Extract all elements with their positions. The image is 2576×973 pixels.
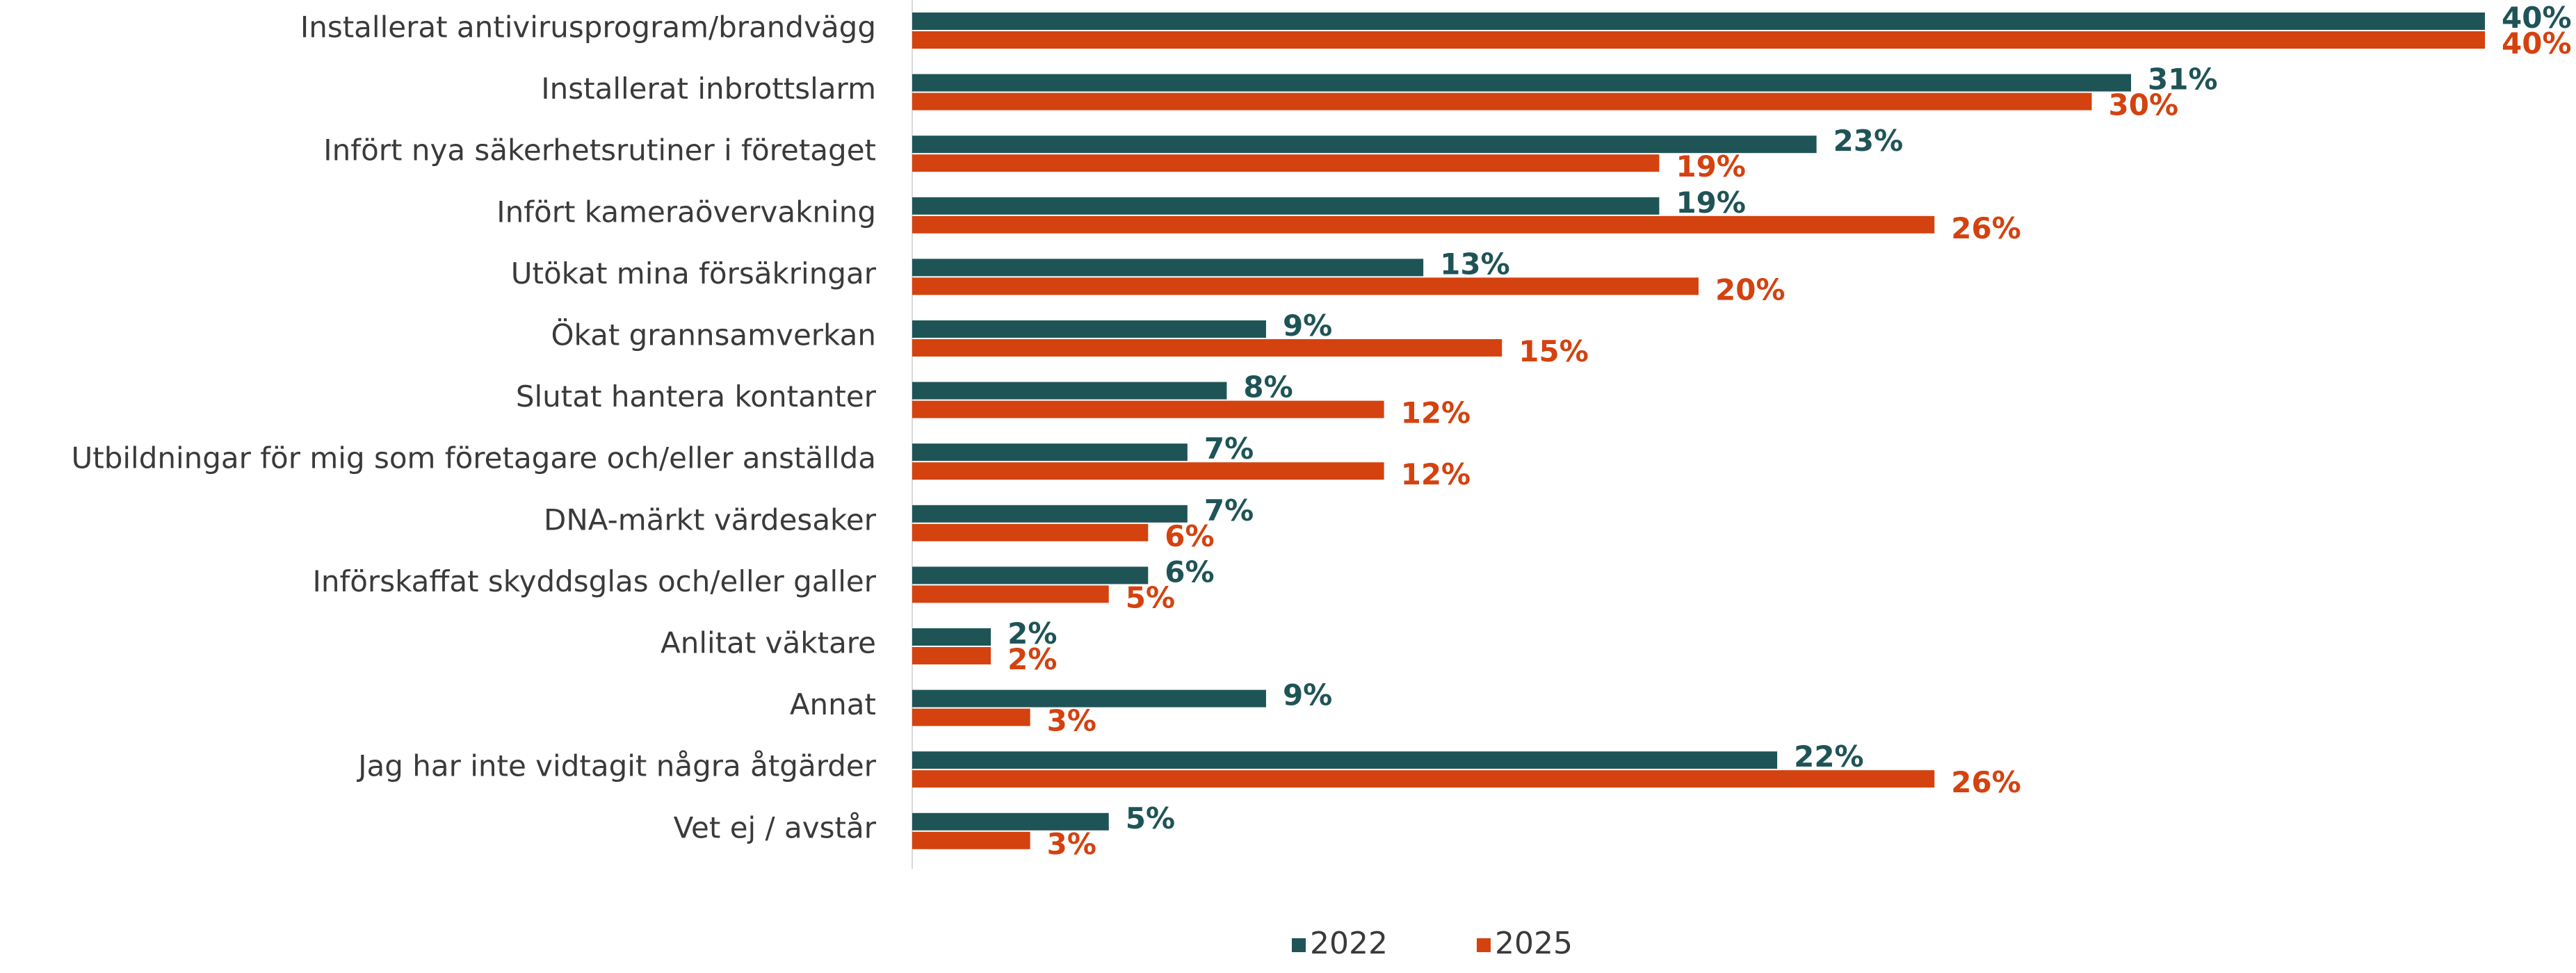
category-label: Installerat antivirusprogram/brandvägg bbox=[300, 10, 876, 44]
bar-2022 bbox=[912, 382, 1227, 400]
bar-2022 bbox=[912, 320, 1266, 338]
value-label-2022: 6% bbox=[1165, 555, 1214, 589]
bar-2022 bbox=[912, 74, 2132, 92]
value-label-2025: 30% bbox=[2109, 88, 2179, 122]
bar-2025 bbox=[912, 770, 1935, 788]
bar-2025 bbox=[912, 831, 1030, 849]
value-label-2025: 20% bbox=[1715, 272, 1785, 306]
value-label-2025: 26% bbox=[1951, 765, 2021, 799]
value-label-2025: 40% bbox=[2502, 26, 2572, 60]
bar-2022 bbox=[912, 628, 991, 646]
value-label-2025: 19% bbox=[1676, 149, 1746, 183]
bar-2025 bbox=[912, 462, 1384, 480]
value-label-2025: 15% bbox=[1518, 334, 1589, 368]
bar-2025 bbox=[912, 31, 2485, 49]
bar-2022 bbox=[912, 443, 1188, 461]
value-label-2025: 6% bbox=[1165, 519, 1214, 553]
legend-label-2022: 2022 bbox=[1310, 926, 1388, 961]
value-label-2025: 12% bbox=[1401, 457, 1471, 491]
value-label-2022: 22% bbox=[1794, 739, 1864, 774]
value-label-2022: 5% bbox=[1126, 801, 1175, 835]
category-label: Ökat grannsamverkan bbox=[551, 318, 876, 352]
value-label-2025: 12% bbox=[1401, 396, 1471, 430]
bar-2025 bbox=[912, 215, 1935, 234]
category-label: DNA-märkt värdesaker bbox=[544, 502, 877, 537]
category-label: Vet ej / avstår bbox=[674, 810, 877, 844]
bar-2022 bbox=[912, 689, 1266, 708]
category-label: Jag har inte vidtagit några åtgärder bbox=[356, 749, 877, 783]
bar-2022 bbox=[912, 812, 1109, 831]
bar-2025 bbox=[912, 647, 991, 664]
bar-2022 bbox=[912, 136, 1817, 154]
bar-2025 bbox=[912, 339, 1502, 357]
bar-2022 bbox=[912, 566, 1149, 584]
value-label-2025: 3% bbox=[1047, 704, 1096, 738]
bar-2025 bbox=[912, 277, 1699, 295]
legend-swatch-2022 bbox=[1292, 938, 1306, 952]
bar-2025 bbox=[912, 523, 1149, 541]
category-label: Annat bbox=[790, 687, 876, 721]
bar-2025 bbox=[912, 585, 1109, 603]
value-label-2022: 2% bbox=[1007, 616, 1057, 651]
legend-label-2025: 2025 bbox=[1495, 926, 1573, 961]
value-label-2025: 2% bbox=[1007, 642, 1057, 676]
value-label-2022: 19% bbox=[1676, 186, 1746, 220]
value-labels: 40%40% 31%30% 23% 19%19% 26% 13% 20% 9% 15% 8% 12%… bbox=[1007, 1, 2571, 861]
bar-2025 bbox=[912, 400, 1384, 418]
value-label-2022: 23% bbox=[1833, 124, 1904, 158]
category-label: Slutat hantera kontanter bbox=[516, 379, 877, 414]
category-labels: Installerat antivirusprogram/brandvägg In… bbox=[71, 10, 876, 845]
value-label-2025: 26% bbox=[1951, 211, 2021, 245]
category-label: Utbildningar för mig som företagare och/… bbox=[71, 441, 876, 475]
value-label-2022: 7% bbox=[1204, 432, 1254, 466]
value-label-2022: 8% bbox=[1243, 370, 1293, 404]
value-label-2022: 9% bbox=[1283, 309, 1332, 343]
bar-2022 bbox=[912, 505, 1188, 523]
bar-2025 bbox=[912, 92, 2092, 111]
bar-2022 bbox=[912, 259, 1424, 277]
legend-swatch-2025 bbox=[1477, 938, 1491, 952]
bar-2022 bbox=[912, 751, 1778, 769]
bar-2022 bbox=[912, 13, 2485, 30]
value-label-2022: 40% bbox=[2502, 1, 2572, 35]
category-label: Infört nya säkerhetsrutiner i företaget bbox=[323, 133, 876, 167]
category-label: Anlitat väktare bbox=[661, 626, 876, 660]
legend: 2022 2025 bbox=[1292, 926, 1573, 961]
category-label: Infört kameraövervakning bbox=[496, 195, 876, 229]
value-label-2022: 31% bbox=[2148, 63, 2218, 97]
value-label-2022: 7% bbox=[1204, 493, 1254, 528]
value-label-2022: 9% bbox=[1283, 678, 1332, 712]
category-label: Införskaffat skyddsglas och/eller galler bbox=[312, 564, 876, 598]
category-label: Installerat inbrottslarm bbox=[541, 72, 876, 106]
value-label-2025: 5% bbox=[1126, 580, 1175, 614]
bar-2025 bbox=[912, 154, 1660, 172]
bars bbox=[912, 13, 2485, 849]
bar-2022 bbox=[912, 197, 1660, 215]
bar-2025 bbox=[912, 708, 1030, 726]
value-label-2022: 13% bbox=[1440, 247, 1510, 281]
category-label: Utökat mina försäkringar bbox=[511, 256, 877, 291]
value-label-2025: 3% bbox=[1047, 827, 1096, 861]
